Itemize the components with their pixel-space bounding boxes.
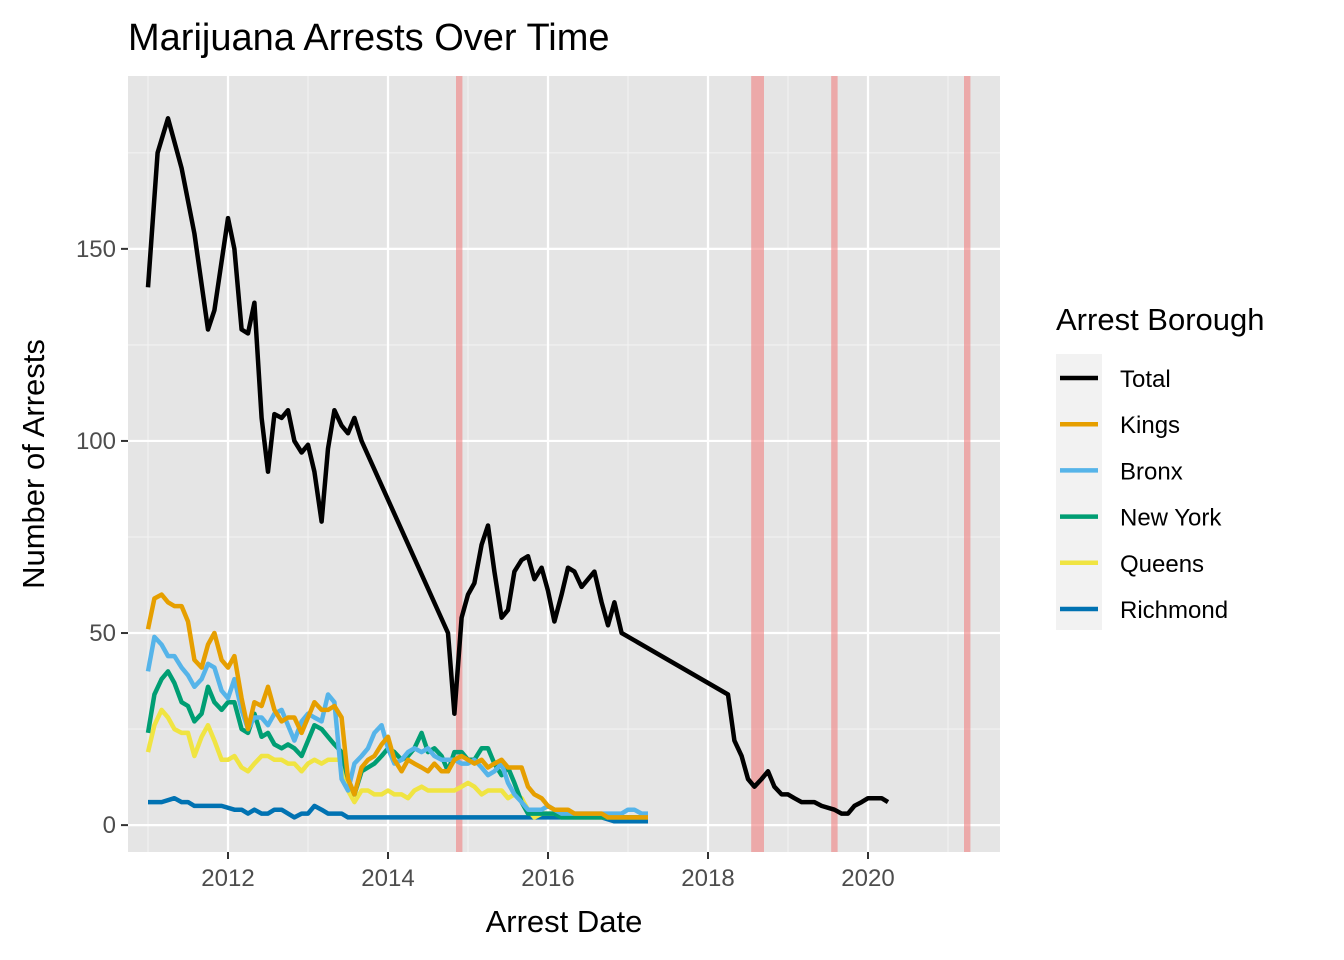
major-grid	[128, 76, 1000, 852]
x-axis: 2012 2014 2016 2018 2020	[201, 852, 895, 892]
series-line-new-york	[145, 669, 648, 820]
legend-label: New York	[1120, 505, 1222, 532]
y-tick-label: 0	[103, 812, 116, 839]
y-tick-label: 100	[76, 428, 116, 455]
legend: Arrest Borough Total Kings Bronx New York Qu…	[1056, 302, 1265, 630]
y-axis-title: Number of Arrests	[16, 339, 51, 589]
legend-label: Kings	[1120, 412, 1180, 439]
y-tick-label: 150	[76, 236, 116, 263]
series-line-kings	[145, 592, 648, 820]
legend-label: Richmond	[1120, 597, 1228, 624]
plot-panel	[128, 76, 1000, 852]
highlight-bands	[456, 76, 971, 852]
x-tick-label: 2016	[521, 865, 574, 892]
highlight-band	[456, 76, 463, 852]
x-tick-label: 2018	[681, 865, 734, 892]
minor-grid	[128, 76, 1000, 852]
series-line-total	[145, 116, 890, 816]
series-lines	[145, 116, 890, 824]
legend-key-background	[1056, 354, 1102, 630]
chart-title: Marijuana Arrests Over Time	[128, 17, 609, 59]
x-tick-label: 2014	[361, 865, 414, 892]
legend-label: Queens	[1120, 551, 1204, 578]
y-tick-label: 50	[89, 620, 116, 647]
legend-title: Arrest Borough	[1056, 302, 1265, 337]
legend-label: Total	[1120, 366, 1171, 393]
legend-label: Bronx	[1120, 458, 1183, 485]
highlight-band	[964, 76, 971, 852]
x-tick-label: 2012	[201, 865, 254, 892]
y-axis: 0 50 100 150	[76, 236, 128, 839]
series-line-richmond	[148, 795, 648, 824]
x-axis-title: Arrest Date	[486, 904, 643, 939]
highlight-band	[831, 76, 838, 852]
highlight-band	[751, 76, 764, 852]
x-tick-label: 2020	[841, 865, 894, 892]
